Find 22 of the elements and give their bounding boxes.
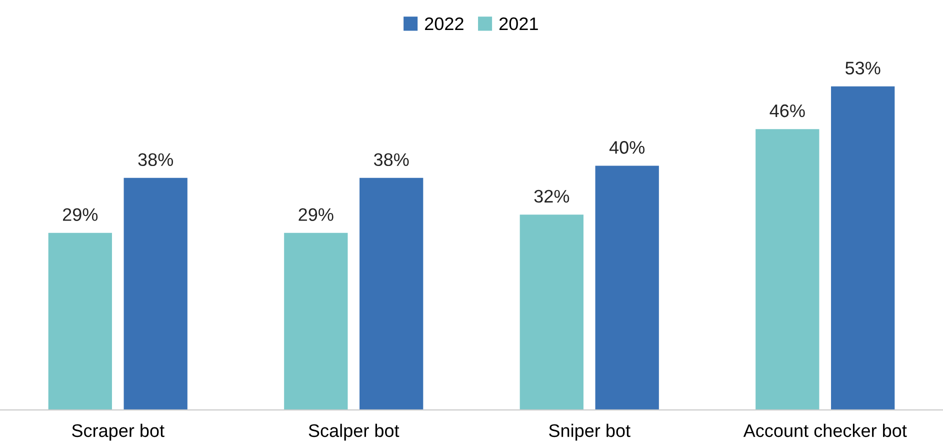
x-tick-label: Scraper bot: [72, 424, 164, 441]
bar: [831, 86, 895, 410]
x-tick-label: Account checker bot: [743, 424, 907, 438]
data-label: 38%: [138, 153, 174, 166]
data-label: 29%: [298, 208, 334, 221]
bar: [520, 214, 584, 410]
x-tick-label: Sniper bot: [549, 424, 630, 441]
bar: [756, 129, 820, 410]
bar: [124, 178, 188, 410]
bar: [284, 232, 348, 410]
data-label: 46%: [770, 104, 805, 118]
legend-label: 2022: [425, 17, 464, 30]
bar: [48, 232, 112, 410]
data-label: 29%: [62, 208, 98, 221]
data-label: 38%: [374, 153, 409, 166]
bar: [595, 166, 659, 410]
data-label: 32%: [534, 190, 570, 203]
legend-label: 2021: [499, 17, 538, 30]
data-label: 53%: [846, 62, 880, 74]
x-tick-label: Scalper bot: [308, 424, 400, 441]
data-label: 40%: [609, 141, 645, 154]
bar: [360, 178, 424, 410]
